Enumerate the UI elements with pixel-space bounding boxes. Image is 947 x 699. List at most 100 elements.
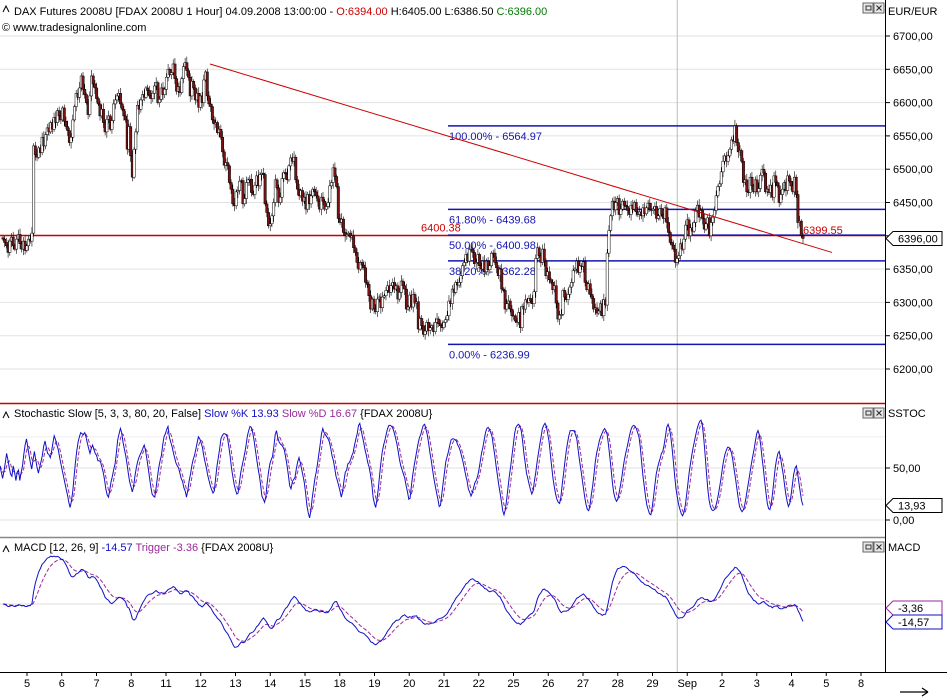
candle-body bbox=[273, 179, 277, 203]
fibonacci-retracement[interactable]: 100.00% - 6564.97 61.80% - 6439.68 50.00% … bbox=[448, 125, 885, 361]
candle-body bbox=[113, 99, 117, 105]
candle-body bbox=[330, 182, 333, 187]
horizontal-level-label: 6400.38 bbox=[421, 223, 461, 235]
price-tick-label: 6200,00 bbox=[893, 364, 933, 376]
price-panel-close-icon[interactable] bbox=[873, 2, 885, 14]
stochastic-lines bbox=[0, 419, 804, 519]
candle-body bbox=[677, 255, 681, 259]
scroll-arrow-icon[interactable] bbox=[900, 687, 929, 697]
macd-last-marker bbox=[885, 600, 943, 616]
currency-label: EUR/EUR bbox=[888, 6, 938, 18]
macd-lines bbox=[2, 555, 804, 648]
candle-body bbox=[52, 117, 56, 130]
candle-body bbox=[624, 204, 628, 207]
candle-body bbox=[362, 264, 366, 269]
candle-body bbox=[221, 136, 225, 153]
candle-body bbox=[764, 172, 768, 193]
candle-body bbox=[462, 262, 466, 267]
candle-body bbox=[324, 206, 328, 210]
trendline-segment[interactable] bbox=[209, 63, 833, 253]
low-value: L:6386.50 bbox=[445, 6, 494, 18]
stochastic-last-label: 13,93 bbox=[898, 501, 926, 513]
macd-label: MACD bbox=[888, 542, 920, 554]
candle-body bbox=[358, 262, 362, 270]
candle-body bbox=[234, 191, 238, 207]
candle-body bbox=[508, 300, 512, 310]
macd-close-icon[interactable] bbox=[873, 541, 885, 553]
candle-body bbox=[651, 208, 655, 211]
candle-body bbox=[433, 322, 437, 332]
candle-body bbox=[227, 165, 231, 183]
candle-body bbox=[398, 292, 402, 300]
candle-body bbox=[93, 83, 97, 89]
stochastic-last-marker bbox=[885, 498, 943, 514]
candle-body bbox=[735, 125, 739, 143]
candle-body bbox=[660, 208, 664, 215]
candle-body bbox=[66, 126, 70, 131]
candle-body bbox=[755, 179, 759, 193]
candle-body bbox=[32, 145, 36, 234]
candle-body bbox=[473, 252, 476, 265]
candle-body bbox=[81, 75, 85, 90]
candle-body bbox=[158, 99, 162, 103]
time-tick-label: 8 bbox=[128, 678, 134, 690]
indicator-icon bbox=[2, 4, 10, 13]
candle-body bbox=[96, 98, 100, 105]
candle-body bbox=[238, 180, 242, 191]
candle-body bbox=[678, 243, 682, 257]
candle-body bbox=[578, 265, 582, 273]
candle-body bbox=[510, 308, 514, 316]
candle-body bbox=[90, 75, 93, 97]
candle-body bbox=[25, 245, 29, 251]
candle-body bbox=[88, 95, 92, 115]
candle-body bbox=[648, 202, 652, 210]
candle-body bbox=[401, 280, 405, 287]
candle-body bbox=[588, 283, 592, 295]
candle-body bbox=[537, 247, 541, 257]
time-tick-label: 13 bbox=[229, 678, 241, 690]
price-ticks: 6700,00 6650,00 6600,00 6550,00 6500,00 6450,… bbox=[885, 31, 943, 376]
macd-expand-icon[interactable] bbox=[862, 541, 874, 553]
candle-body bbox=[467, 248, 471, 262]
candle-body bbox=[105, 119, 109, 133]
candle-body bbox=[728, 148, 732, 157]
candle-body bbox=[740, 150, 744, 162]
candle-body bbox=[146, 87, 150, 91]
price-tick-label: 6700,00 bbox=[893, 31, 933, 43]
candle-body bbox=[549, 279, 553, 283]
candle-body bbox=[73, 106, 76, 121]
candle-body bbox=[428, 327, 432, 331]
candle-body bbox=[205, 71, 209, 97]
candle-body bbox=[404, 288, 408, 310]
candle-body bbox=[474, 262, 478, 265]
fib-level-label: 38.20% - 6362.28 bbox=[449, 266, 536, 278]
price-tick-label: 6600,00 bbox=[893, 98, 933, 110]
candle-body bbox=[253, 184, 257, 195]
candle-body bbox=[64, 120, 68, 127]
candle-body bbox=[316, 195, 320, 202]
candlestick-series bbox=[1, 56, 805, 340]
candle-body bbox=[384, 290, 388, 296]
candle-body bbox=[605, 252, 609, 306]
candle-body bbox=[15, 238, 19, 250]
candle-body bbox=[335, 176, 339, 187]
candle-body bbox=[694, 210, 698, 223]
time-tick-label: 8 bbox=[858, 678, 864, 690]
candle-body bbox=[583, 261, 587, 283]
candle-body bbox=[261, 172, 265, 175]
candle-body bbox=[745, 179, 749, 193]
macd-trigger-line bbox=[2, 558, 804, 642]
time-tick-label: 26 bbox=[542, 678, 554, 690]
candle-body bbox=[173, 63, 177, 79]
candle-body bbox=[190, 81, 194, 97]
stochastic-close-icon[interactable] bbox=[873, 407, 885, 419]
stochastic-expand-icon[interactable] bbox=[862, 407, 874, 419]
candle-body bbox=[365, 282, 369, 285]
candle-body bbox=[774, 175, 778, 183]
candle-body bbox=[438, 323, 442, 326]
candle-body bbox=[311, 188, 315, 197]
price-panel-expand-icon[interactable] bbox=[862, 2, 874, 14]
candle-body bbox=[129, 126, 133, 157]
candle-body bbox=[382, 295, 386, 298]
trendline[interactable]: 6399.55 bbox=[209, 63, 843, 253]
